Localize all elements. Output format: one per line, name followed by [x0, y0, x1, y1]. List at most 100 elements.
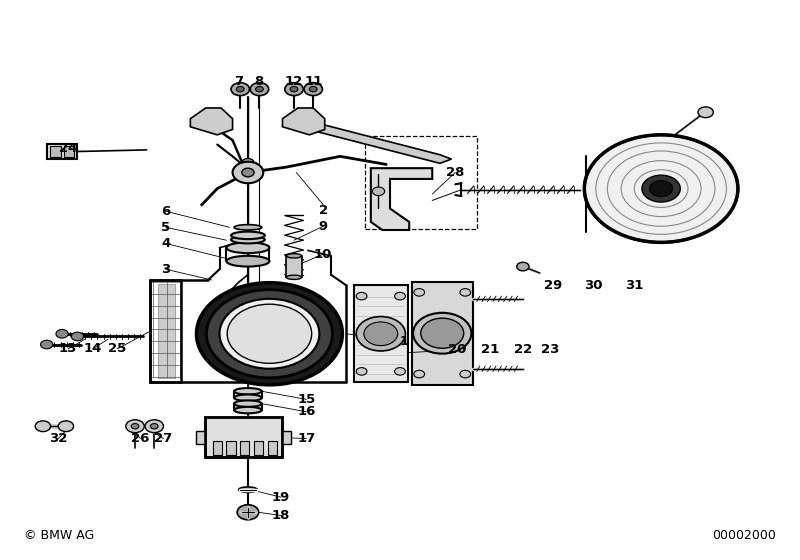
Circle shape	[237, 86, 244, 92]
Circle shape	[237, 505, 258, 520]
Circle shape	[41, 340, 53, 349]
Text: 11: 11	[305, 74, 323, 87]
Bar	[354, 286, 408, 382]
Circle shape	[394, 292, 406, 300]
Circle shape	[698, 107, 714, 118]
Circle shape	[290, 86, 298, 92]
Ellipse shape	[234, 394, 262, 401]
Circle shape	[517, 262, 529, 271]
Text: 3: 3	[161, 263, 170, 276]
Text: 4: 4	[161, 237, 170, 250]
Text: 5: 5	[161, 221, 170, 234]
Circle shape	[310, 86, 317, 92]
Bar	[286, 256, 302, 277]
Circle shape	[197, 283, 342, 385]
Ellipse shape	[286, 254, 302, 258]
Bar	[46, 144, 78, 159]
Text: 16: 16	[297, 405, 315, 418]
Text: 24: 24	[59, 142, 78, 155]
Text: 30: 30	[584, 279, 602, 292]
Text: 12: 12	[285, 74, 303, 87]
Text: 19: 19	[272, 491, 290, 503]
Ellipse shape	[234, 407, 262, 413]
Circle shape	[650, 180, 673, 197]
Bar	[411, 282, 473, 385]
Circle shape	[421, 318, 464, 348]
Circle shape	[356, 316, 406, 351]
Text: 31: 31	[625, 279, 643, 292]
Circle shape	[414, 370, 425, 378]
Circle shape	[256, 86, 263, 92]
Bar	[268, 441, 277, 455]
Bar	[158, 284, 175, 378]
Circle shape	[58, 421, 74, 432]
Ellipse shape	[234, 225, 262, 230]
Ellipse shape	[231, 236, 265, 244]
Text: 15: 15	[297, 393, 315, 406]
Circle shape	[206, 290, 333, 378]
Circle shape	[372, 187, 385, 195]
Text: 1: 1	[399, 335, 409, 348]
Bar	[213, 441, 222, 455]
Polygon shape	[190, 108, 233, 135]
Circle shape	[250, 83, 269, 96]
Ellipse shape	[226, 256, 270, 267]
Bar	[282, 431, 291, 444]
Text: 20: 20	[448, 343, 466, 356]
Ellipse shape	[226, 242, 270, 253]
Text: 18: 18	[272, 509, 290, 522]
Circle shape	[242, 158, 254, 167]
Text: 17: 17	[297, 432, 315, 445]
Text: 23: 23	[541, 343, 559, 356]
Circle shape	[71, 332, 83, 340]
Bar	[205, 417, 282, 458]
Circle shape	[126, 420, 144, 433]
Text: 22: 22	[514, 343, 532, 356]
Ellipse shape	[234, 400, 262, 407]
Text: 2: 2	[318, 204, 328, 217]
Circle shape	[414, 288, 425, 296]
Polygon shape	[371, 168, 432, 230]
Circle shape	[242, 168, 254, 177]
Circle shape	[642, 175, 680, 202]
Bar	[64, 146, 74, 157]
Bar	[254, 441, 263, 455]
Ellipse shape	[234, 388, 262, 394]
Text: 28: 28	[446, 166, 465, 179]
Circle shape	[364, 322, 398, 346]
Polygon shape	[294, 117, 451, 164]
Text: 26: 26	[131, 432, 150, 445]
Bar	[205, 417, 282, 458]
Circle shape	[35, 421, 50, 432]
Text: 7: 7	[234, 74, 243, 87]
Ellipse shape	[238, 487, 257, 492]
Text: 13: 13	[59, 342, 78, 355]
Text: 25: 25	[108, 342, 126, 355]
Circle shape	[227, 304, 312, 363]
Text: 29: 29	[545, 279, 562, 292]
Circle shape	[356, 292, 367, 300]
Text: 9: 9	[318, 220, 328, 233]
Text: 32: 32	[49, 432, 67, 445]
Circle shape	[145, 420, 163, 433]
Circle shape	[304, 83, 322, 96]
Circle shape	[233, 162, 263, 183]
Ellipse shape	[286, 275, 302, 279]
Bar	[196, 431, 205, 444]
Circle shape	[356, 367, 367, 375]
Polygon shape	[282, 108, 325, 135]
Text: 21: 21	[481, 343, 499, 356]
Bar	[240, 441, 250, 455]
Circle shape	[413, 313, 471, 354]
Circle shape	[460, 288, 470, 296]
Circle shape	[231, 83, 250, 96]
Circle shape	[285, 83, 303, 96]
Circle shape	[150, 423, 158, 429]
Circle shape	[460, 370, 470, 378]
Text: 00002000: 00002000	[713, 529, 776, 542]
Circle shape	[219, 299, 319, 368]
Text: 8: 8	[254, 74, 263, 87]
Bar	[50, 146, 61, 157]
Bar	[226, 441, 236, 455]
Circle shape	[584, 135, 738, 242]
